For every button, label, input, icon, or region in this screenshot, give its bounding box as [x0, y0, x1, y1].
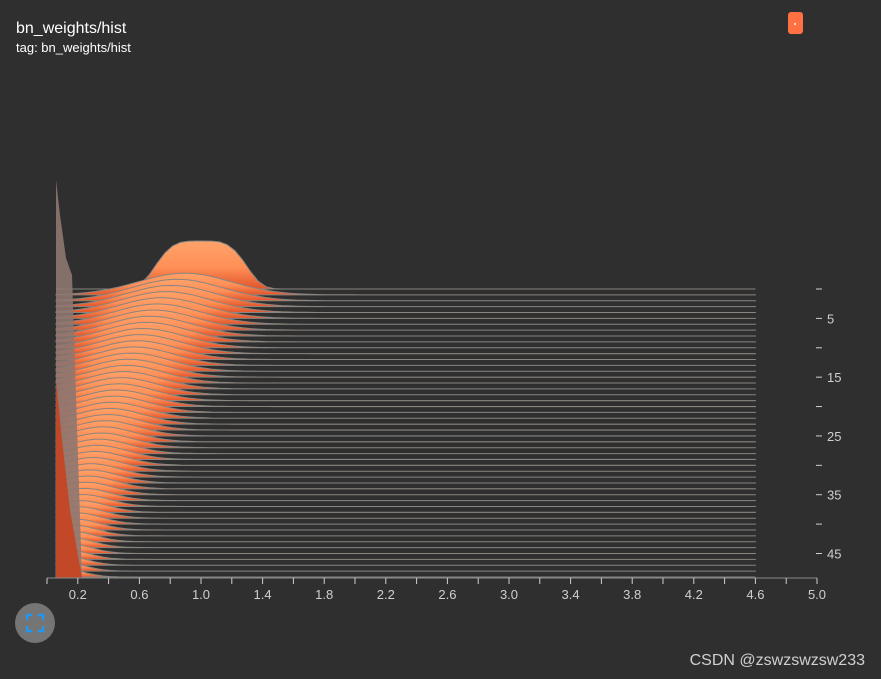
x-tick-label: 1.8 — [315, 587, 333, 602]
y-axis: 5 15 25 35 45 — [816, 288, 841, 561]
ridge-step — [55, 518, 756, 531]
x-tick-label: 3.0 — [500, 587, 518, 602]
ridge-step — [55, 524, 756, 537]
x-tick-label: 0.6 — [130, 587, 148, 602]
x-tick-label: 1.0 — [192, 587, 210, 602]
ridge-step — [55, 463, 756, 478]
ridge-step — [55, 297, 756, 319]
x-tick-label: 4.6 — [746, 587, 764, 602]
ridge-step — [56, 240, 756, 290]
ridge-step — [55, 567, 756, 578]
ridge-step — [55, 530, 756, 543]
x-tick-label: 2.6 — [438, 587, 456, 602]
ridge-step — [55, 291, 756, 314]
ridge-layers — [55, 180, 756, 578]
expand-button[interactable] — [15, 603, 55, 643]
chart-title: bn_weights/hist — [16, 20, 127, 37]
fullscreen-expand-icon — [25, 613, 45, 633]
late-step-spike — [56, 380, 82, 578]
y-tick-label: 45 — [827, 546, 841, 561]
x-tick-label: 0.2 — [69, 587, 87, 602]
ridge-step — [55, 493, 756, 507]
ridge-step — [55, 278, 756, 302]
ridge-step — [55, 536, 756, 549]
x-tick-label: 1.4 — [254, 587, 272, 602]
x-tick-label: 4.2 — [685, 587, 703, 602]
ridge-step — [55, 475, 756, 490]
y-tick-label: 35 — [827, 488, 841, 503]
ridge-step — [55, 481, 756, 496]
ridge-step — [55, 549, 756, 560]
ridge-step — [55, 272, 756, 296]
ridge-step — [55, 469, 756, 484]
ridge-step — [55, 543, 756, 554]
watermark: CSDN @zswzswzsw233 — [689, 652, 865, 669]
x-tick-label: 2.2 — [377, 587, 395, 602]
y-tick-label: 5 — [827, 311, 834, 326]
ridge-step — [55, 506, 756, 519]
ridge-step — [55, 487, 756, 502]
ridge-step — [55, 284, 756, 308]
ridge-step — [55, 500, 756, 513]
y-tick-label: 25 — [827, 429, 841, 444]
x-tick-label: 5.0 — [808, 587, 826, 602]
y-tick-label: 15 — [827, 370, 841, 385]
x-tick-label: 3.8 — [623, 587, 641, 602]
series-color-swatch[interactable] — [788, 12, 803, 34]
x-tick-label: 3.4 — [562, 587, 580, 602]
ridge-step — [55, 457, 756, 472]
ridge-step — [55, 512, 756, 525]
chart-tag: tag: bn_weights/hist — [16, 40, 131, 55]
ridge-step — [55, 555, 756, 566]
ridge-step — [55, 561, 756, 572]
x-axis: 0.2 0.6 1.0 1.4 1.8 2.2 2.6 3.0 3.4 3.8 4.2 4.6 5.0 — [46, 577, 826, 602]
